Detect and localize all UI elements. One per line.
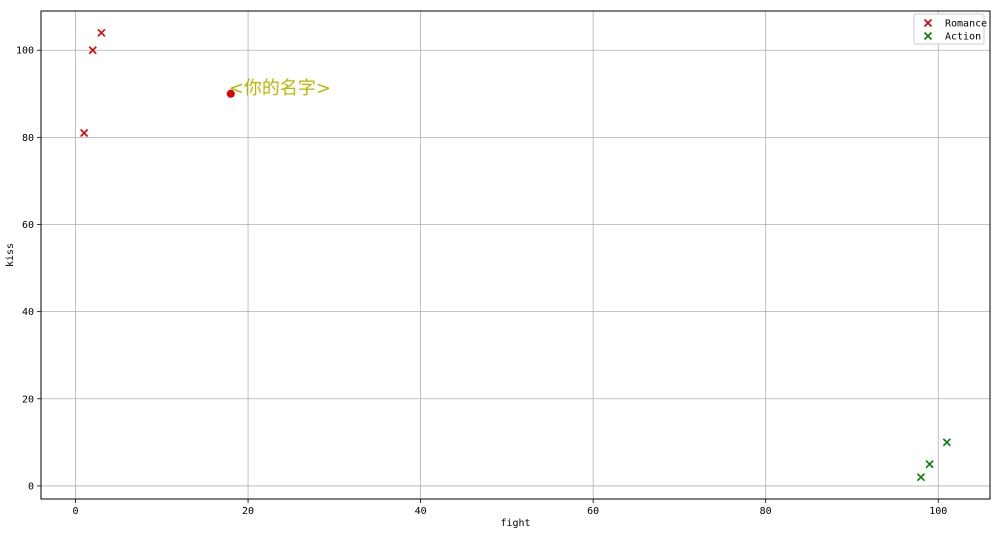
x-tick-label: 60 xyxy=(587,506,599,517)
x-tick-label: 0 xyxy=(72,506,78,517)
romance-legend-marker xyxy=(923,18,933,28)
y-tick-label: 0 xyxy=(28,481,34,492)
romance-point xyxy=(80,128,89,138)
x-tick-label: 100 xyxy=(929,506,947,517)
highlight-annotation: <你的名字> xyxy=(229,78,331,99)
y-tick-label: 60 xyxy=(22,220,34,231)
highlight-point xyxy=(226,89,235,98)
axis-ticks: 0 20 40 60 80 100 0 20 40 60 80 100 xyxy=(16,46,947,517)
x-tick-label: 20 xyxy=(242,506,254,517)
y-tick-label: 80 xyxy=(22,133,34,144)
legend: Romance Action xyxy=(913,13,987,45)
y-tick-label: 40 xyxy=(22,307,34,318)
x-axis-label: fight xyxy=(500,518,530,529)
action-legend-label: Action xyxy=(945,32,981,43)
y-tick-label: 20 xyxy=(22,394,34,405)
legend-box xyxy=(913,13,985,45)
data-marks xyxy=(80,28,951,482)
action-point xyxy=(942,438,951,447)
x-tick-label: 80 xyxy=(760,506,772,517)
action-point xyxy=(916,473,926,482)
action-point xyxy=(925,460,934,469)
x-tick-label: 40 xyxy=(415,506,427,517)
action-legend-marker xyxy=(923,31,933,41)
y-tick-label: 100 xyxy=(16,46,34,57)
romance-legend-label: Romance xyxy=(945,19,987,30)
romance-point xyxy=(88,46,97,55)
romance-point xyxy=(97,28,106,37)
grid-lines xyxy=(41,11,990,499)
plot-area-frame xyxy=(40,10,991,500)
y-axis-label: kiss xyxy=(5,243,16,267)
